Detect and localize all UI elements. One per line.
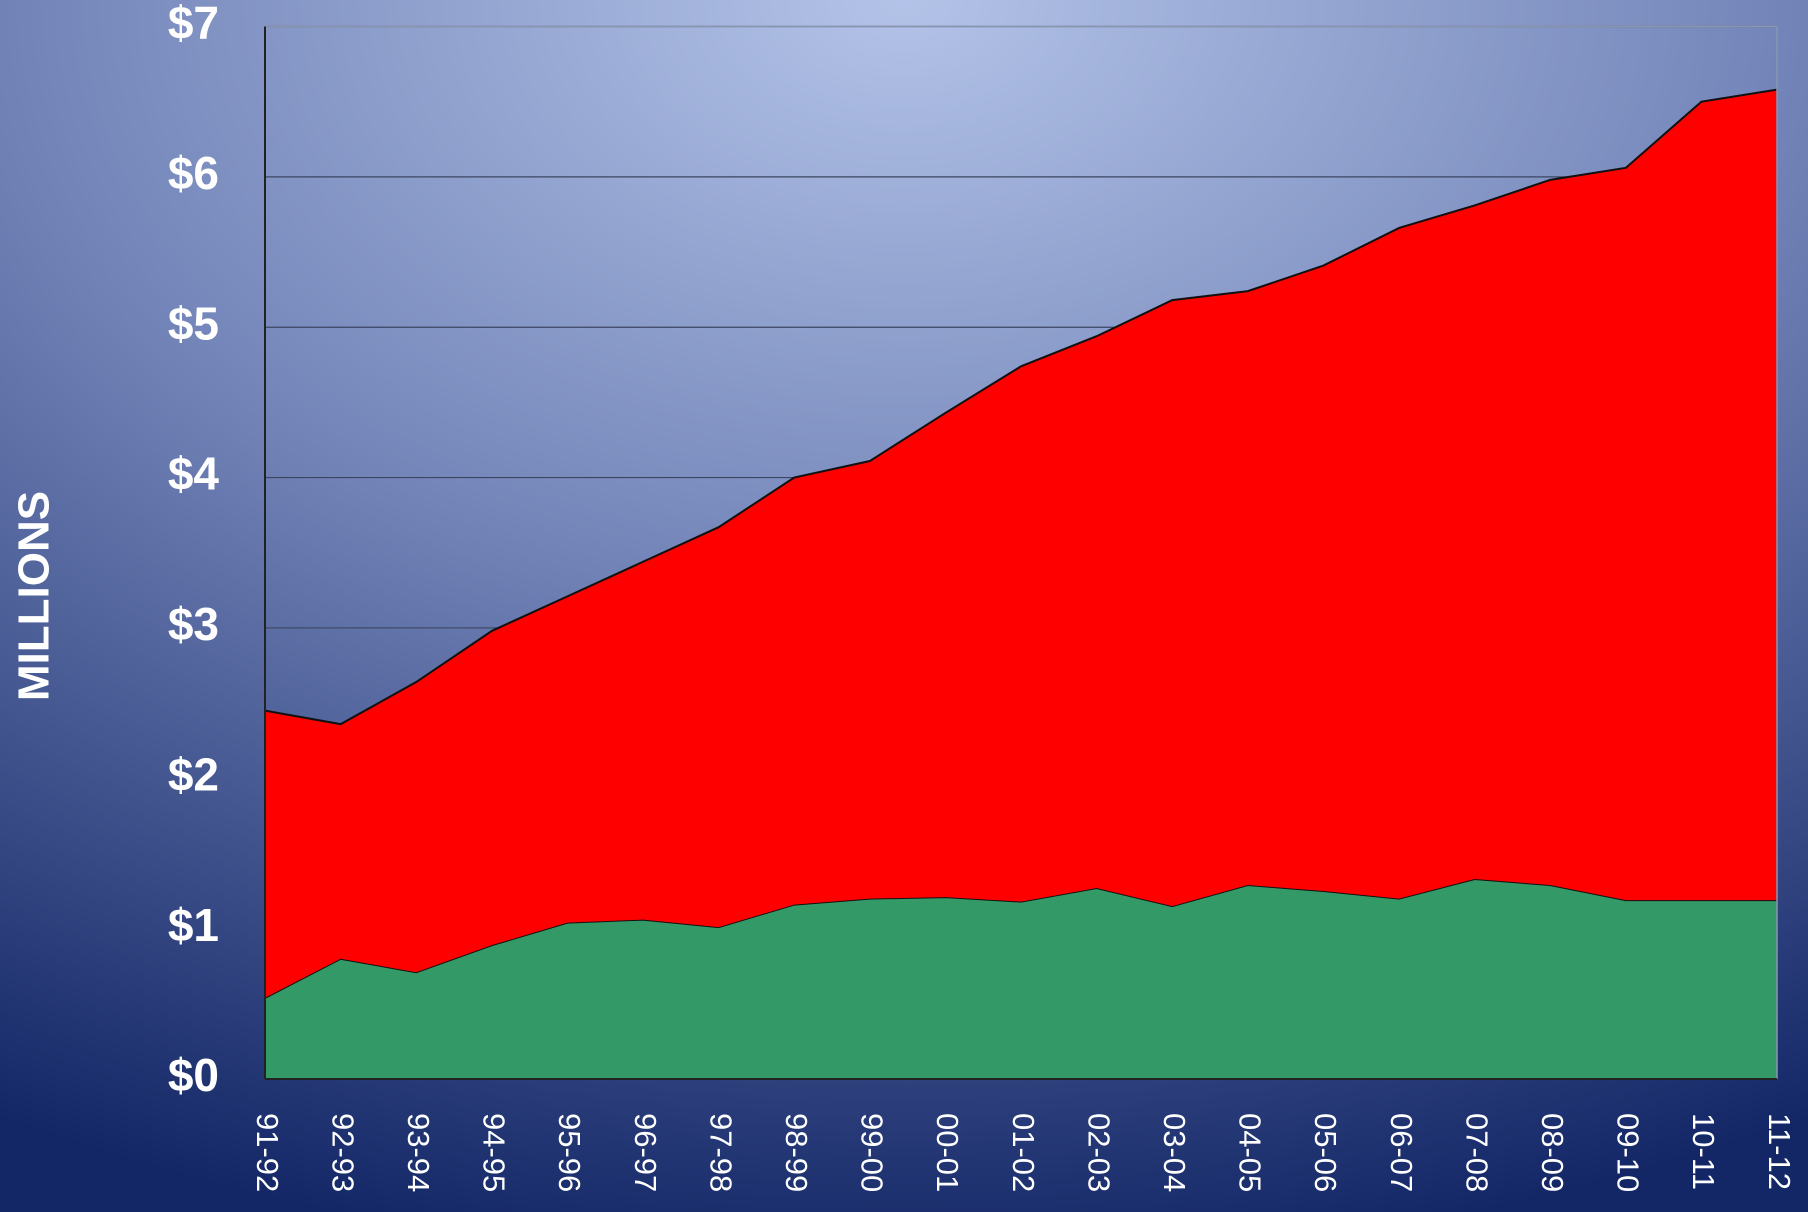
x-tick-label: 96-97 [628, 1113, 663, 1192]
x-tick-label: 92-93 [325, 1113, 360, 1192]
x-tick-label: 08-09 [1535, 1113, 1570, 1192]
x-tick-label: 94-95 [477, 1113, 512, 1192]
x-tick-label: 04-05 [1233, 1113, 1268, 1192]
x-tick-label: 93-94 [401, 1113, 436, 1192]
x-tick-label: 02-03 [1081, 1113, 1116, 1192]
area [265, 89, 1777, 998]
x-tick-label: 91-92 [250, 1113, 285, 1192]
y-tick-label: $6 [168, 147, 219, 199]
x-tick-label: 06-07 [1384, 1113, 1419, 1192]
y-tick-label: $7 [168, 0, 219, 49]
x-tick-label: 95-96 [552, 1113, 587, 1192]
y-tick-label: $0 [168, 1049, 219, 1101]
x-tick-label: 00-01 [930, 1113, 965, 1192]
area [265, 879, 1777, 1079]
x-tick-label: 99-00 [855, 1113, 890, 1192]
x-tick-label: 03-04 [1157, 1113, 1192, 1192]
area-outline [264, 88, 1778, 726]
x-tick-label: 01-02 [1006, 1113, 1041, 1192]
y-tick-label: $4 [168, 448, 220, 500]
y-tick-label: $3 [168, 598, 219, 650]
x-tick-label: 07-08 [1459, 1113, 1494, 1192]
y-axis-label: MILLIONS [10, 491, 59, 701]
y-tick-label: $2 [168, 748, 219, 800]
y-tick-label: $5 [168, 297, 219, 349]
x-tick-label: 05-06 [1308, 1113, 1343, 1192]
x-tick-label: 10-11 [1686, 1113, 1721, 1190]
x-tick-label: 97-98 [703, 1113, 738, 1192]
x-tick-label: 11-12 [1762, 1113, 1797, 1190]
x-tick-label: 98-99 [779, 1113, 814, 1192]
y-tick-label: $1 [168, 899, 219, 951]
x-tick-label: 09-10 [1611, 1113, 1646, 1192]
